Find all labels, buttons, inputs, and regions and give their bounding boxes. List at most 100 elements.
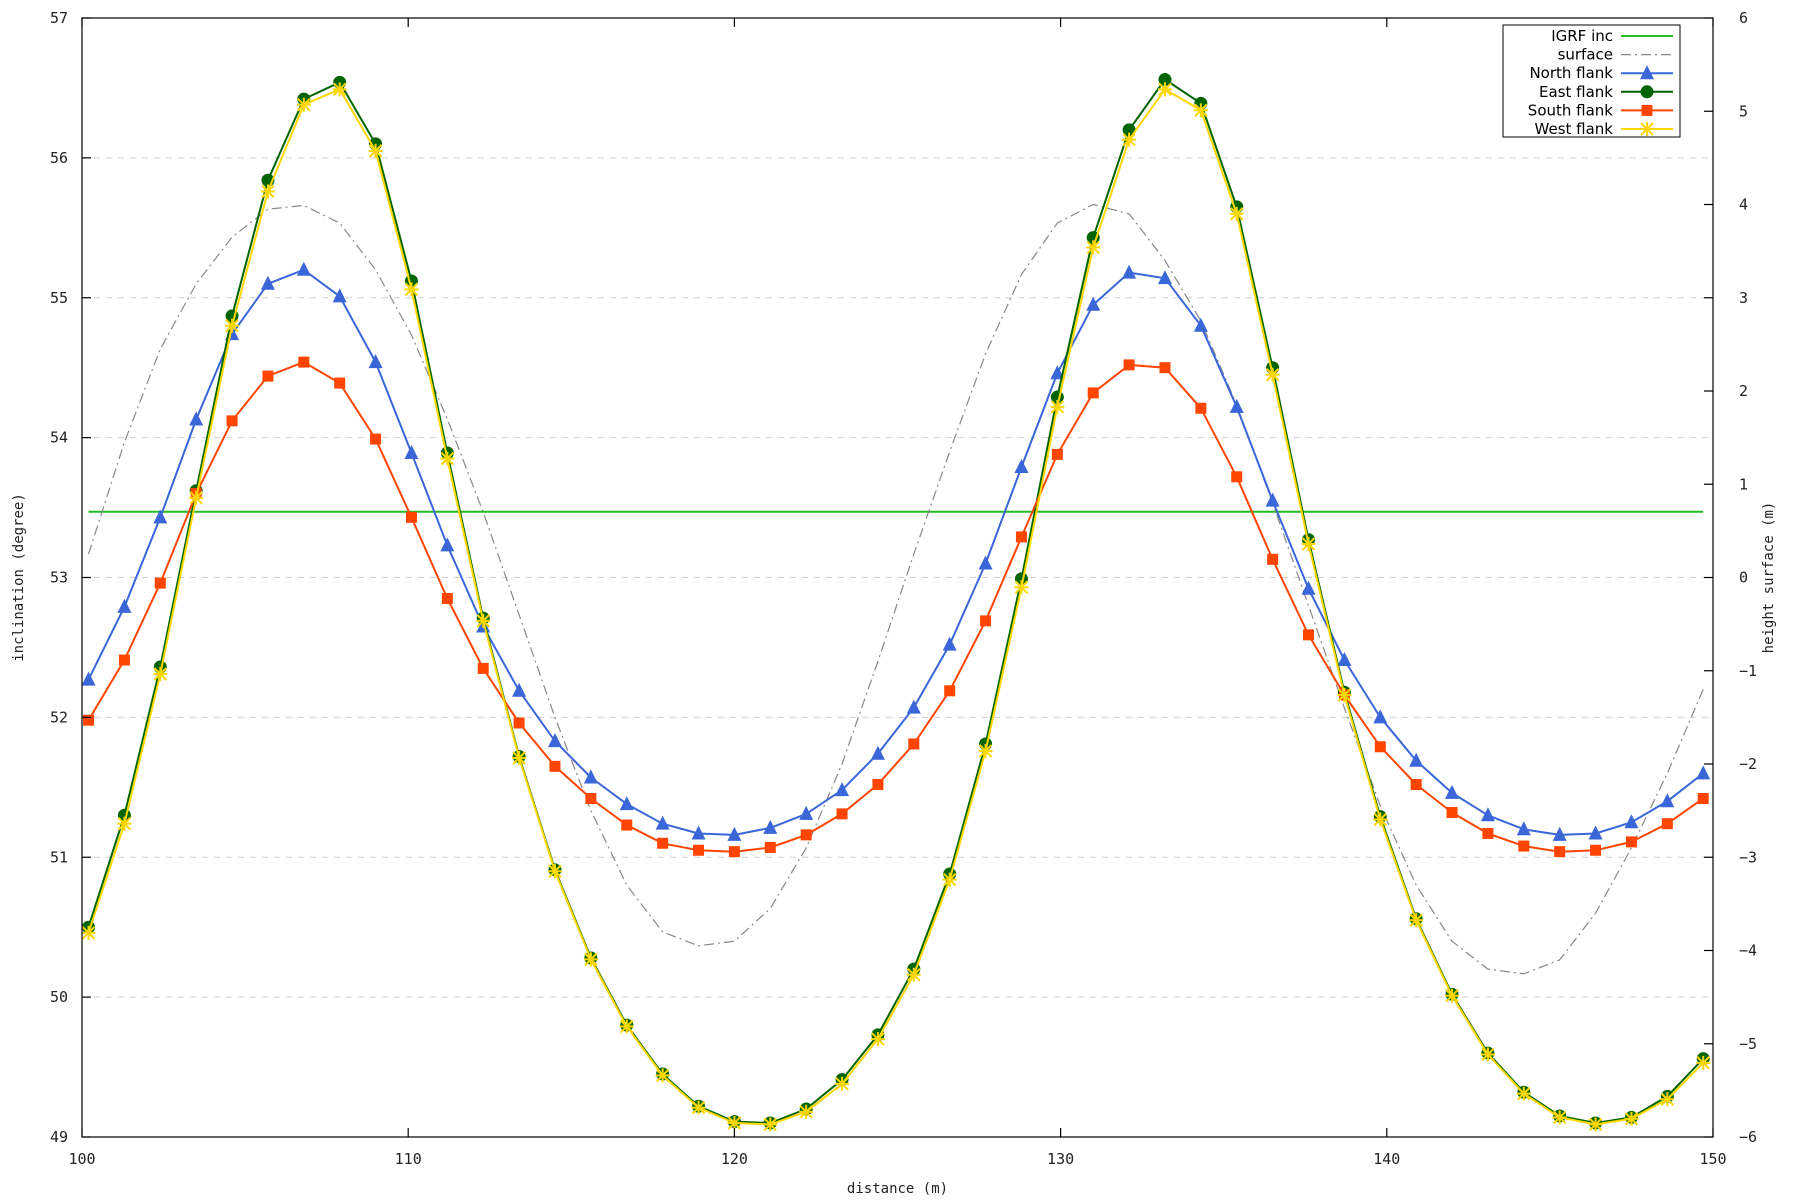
plot-area xyxy=(81,73,1711,1132)
data-point-west-flank xyxy=(978,743,993,758)
series-line-north-flank xyxy=(87,268,1704,836)
data-point-south-flank xyxy=(1195,402,1207,414)
data-point-south-flank xyxy=(1159,362,1171,374)
data-point-east-flank xyxy=(1158,73,1172,87)
data-point-north-flank xyxy=(512,682,527,697)
legend-label-south-flank: South flank xyxy=(1528,101,1614,119)
data-point-west-flank xyxy=(1086,240,1101,255)
data-point-north-flank xyxy=(1301,580,1316,595)
data-point-south-flank xyxy=(1518,840,1530,852)
data-point-north-flank xyxy=(547,733,562,748)
data-point-west-flank xyxy=(1122,132,1137,147)
y2-tick-label: −3 xyxy=(1739,848,1757,866)
data-point-west-flank xyxy=(225,318,240,333)
y2-tick-label: 2 xyxy=(1739,382,1748,400)
data-point-east-flank xyxy=(1122,123,1136,137)
data-point-west-flank xyxy=(1445,988,1460,1003)
data-point-west-flank xyxy=(404,282,419,297)
data-point-south-flank xyxy=(693,844,705,856)
data-point-north-flank xyxy=(1122,264,1137,279)
y-tick-label: 57 xyxy=(50,9,68,27)
data-point-west-flank xyxy=(547,864,562,879)
data-point-south-flank xyxy=(944,685,956,697)
data-point-north-flank xyxy=(1445,784,1460,799)
data-point-south-flank xyxy=(872,779,884,791)
data-point-north-flank xyxy=(368,354,383,369)
y2-tick-label: −6 xyxy=(1739,1128,1757,1146)
data-point-north-flank xyxy=(1086,296,1101,311)
y2-tick-label: 4 xyxy=(1739,196,1748,214)
data-point-south-flank xyxy=(1303,629,1315,641)
data-point-north-flank xyxy=(404,445,419,460)
data-point-west-flank xyxy=(1265,367,1280,382)
data-point-north-flank xyxy=(763,819,778,834)
legend-label-east-flank: East flank xyxy=(1539,83,1613,101)
data-point-north-flank xyxy=(1480,807,1495,822)
data-point-north-flank xyxy=(189,411,204,426)
data-point-west-flank xyxy=(476,613,491,628)
data-point-south-flank xyxy=(154,577,166,589)
data-point-west-flank xyxy=(1409,913,1424,928)
data-point-north-flank xyxy=(1588,825,1603,840)
y2-tick-label: 5 xyxy=(1739,102,1748,120)
data-point-north-flank xyxy=(799,805,814,820)
x-tick-label: 140 xyxy=(1373,1150,1400,1168)
data-point-west-flank xyxy=(583,952,598,967)
data-point-west-flank xyxy=(1696,1055,1711,1070)
data-point-south-flank xyxy=(800,829,812,841)
legend-marker-west-flank xyxy=(1640,122,1654,136)
legend-label-surface: surface xyxy=(1558,46,1613,64)
data-point-south-flank xyxy=(1015,531,1027,543)
data-point-south-flank xyxy=(477,662,489,674)
data-point-north-flank xyxy=(1193,317,1208,332)
data-point-north-flank xyxy=(655,815,670,830)
data-point-west-flank xyxy=(942,872,957,887)
y-tick-label: 54 xyxy=(50,429,68,447)
data-point-north-flank xyxy=(1373,709,1388,724)
series-south-flank xyxy=(83,356,1709,858)
data-point-west-flank xyxy=(1373,812,1388,827)
x-tick-label: 130 xyxy=(1047,1150,1074,1168)
y-tick-label: 52 xyxy=(50,708,68,726)
data-point-north-flank xyxy=(1050,365,1065,380)
data-point-west-flank xyxy=(1014,580,1029,595)
data-point-south-flank xyxy=(1625,836,1637,848)
data-point-south-flank xyxy=(262,370,274,382)
legend-box xyxy=(1502,24,1681,138)
data-point-south-flank xyxy=(1267,553,1279,565)
y-axis-label: inclination (degree) xyxy=(11,493,27,662)
data-point-south-flank xyxy=(1051,448,1063,460)
data-point-west-flank xyxy=(1552,1110,1567,1125)
data-point-north-flank xyxy=(1624,814,1639,829)
x-tick-label: 120 xyxy=(721,1150,748,1168)
data-point-south-flank xyxy=(836,808,848,820)
axis-ticks: 495051525354555657−6−5−4−3−2−10123456100… xyxy=(50,9,1757,1168)
data-point-north-flank xyxy=(978,555,993,570)
legend-label-north-flank: North flank xyxy=(1529,64,1613,82)
legend-marker-east-flank xyxy=(1640,85,1654,99)
y2-tick-label: 3 xyxy=(1739,289,1748,307)
data-point-west-flank xyxy=(153,667,168,682)
data-point-west-flank xyxy=(368,143,383,158)
data-point-west-flank xyxy=(691,1100,706,1115)
data-point-north-flank xyxy=(727,826,742,841)
data-point-north-flank xyxy=(153,509,168,524)
data-point-north-flank xyxy=(332,288,347,303)
data-point-north-flank xyxy=(1660,793,1675,808)
data-point-south-flank xyxy=(657,837,669,849)
data-point-south-flank xyxy=(118,654,130,666)
data-point-north-flank xyxy=(835,782,850,797)
data-point-south-flank xyxy=(1374,741,1386,753)
data-point-north-flank xyxy=(1516,821,1531,836)
legend-label-igrf-inc: IGRF inc xyxy=(1551,27,1613,45)
data-point-west-flank xyxy=(296,97,311,112)
data-point-west-flank xyxy=(906,967,921,982)
legend-marker-south-flank xyxy=(1641,104,1653,116)
data-point-south-flank xyxy=(1231,471,1243,483)
data-point-south-flank xyxy=(1482,827,1494,839)
data-point-west-flank xyxy=(1588,1117,1603,1132)
data-point-west-flank xyxy=(1193,103,1208,118)
series-west-flank xyxy=(81,82,1711,1132)
x-tick-label: 110 xyxy=(395,1150,422,1168)
